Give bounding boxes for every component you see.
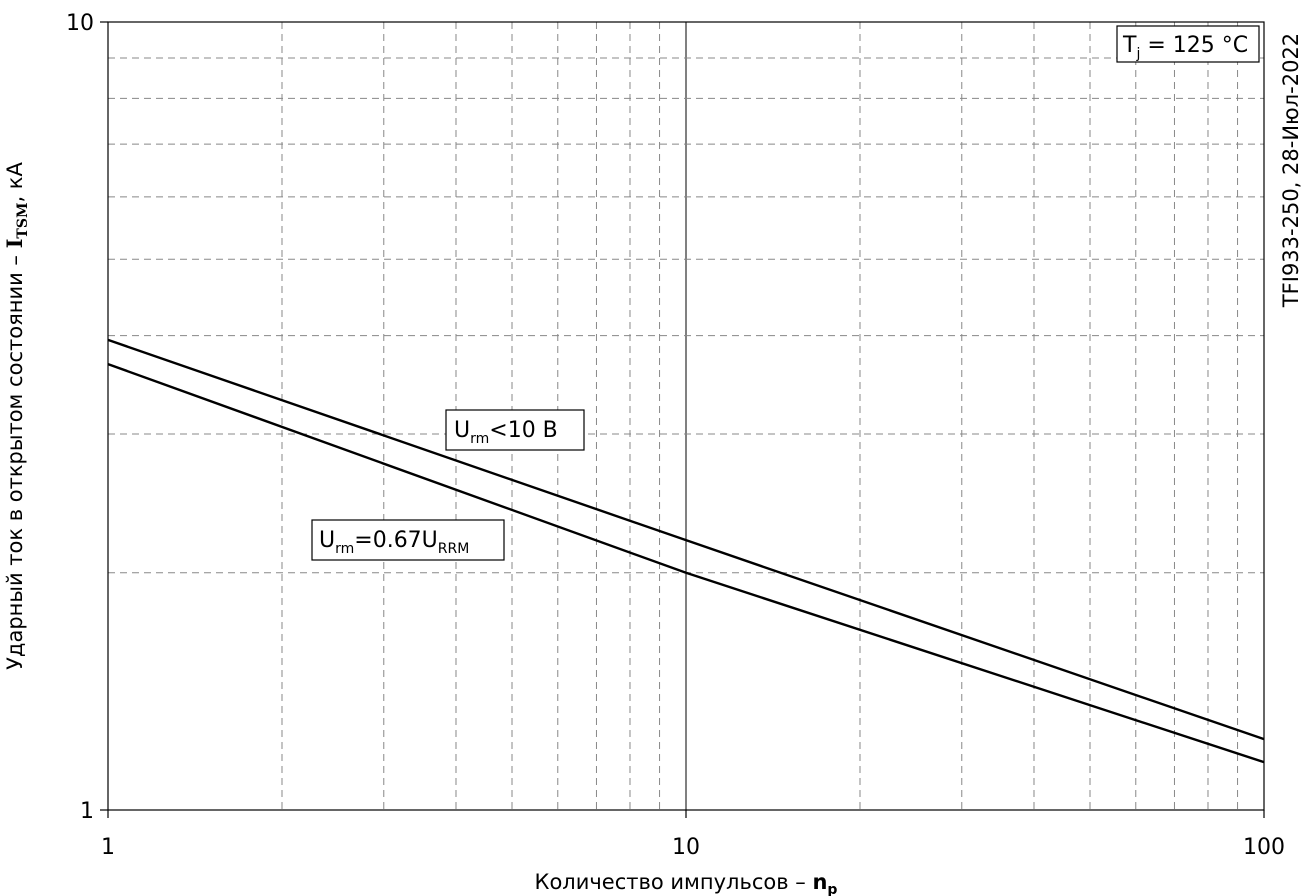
temperature-label-box [1116,25,1260,63]
series-group [107,338,1265,764]
x-axis-title: Количество импульсов – np [535,870,838,896]
axis-ticks: 1 10 100 1 10 [66,11,1285,860]
series-label-text-1: Urm<10 В [454,418,558,447]
series-label-box-2 [311,519,505,561]
temperature-label-text: Tj = 125 °C [1122,33,1248,62]
series-label-urm-067: Urm=0.67URRM [311,519,505,561]
watermark: TFI933-250, 28-Июл-2022 [1279,33,1303,308]
series-label-box-1 [445,409,585,451]
x-tick-label: 10 [672,835,700,860]
y-tick-label: 10 [66,11,94,36]
series-line-1 [107,338,1265,741]
x-tick-label: 1 [101,835,115,860]
temperature-label: Tj = 125 °C [1116,25,1260,63]
series-line-2 [107,362,1265,764]
y-tick-label: 1 [80,799,94,824]
series-label-urm-lt-10: Urm<10 В [445,409,585,451]
grid [108,22,1264,810]
x-tick-label: 100 [1243,835,1285,860]
y-axis-title: Ударный ток в открытом состоянии – ITSM,… [2,162,31,670]
series-label-text-2: Urm=0.67URRM [319,528,469,557]
